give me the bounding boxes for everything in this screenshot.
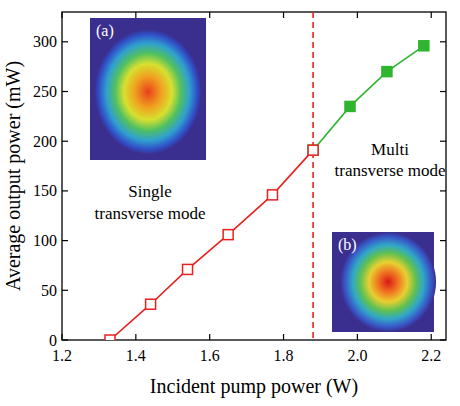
data-point	[183, 264, 193, 274]
data-point	[308, 145, 318, 155]
x-tick	[135, 334, 136, 340]
data-point	[146, 299, 156, 309]
y-tick-right	[440, 190, 446, 191]
region-caption: Single	[128, 182, 171, 201]
data-point	[345, 101, 355, 111]
inset-image	[332, 232, 436, 332]
x-tick-label: 2.2	[421, 347, 441, 364]
y-tick-label: 150	[33, 182, 57, 199]
x-tick-label: 1.8	[274, 347, 294, 364]
x-tick-label: 2.0	[347, 347, 367, 364]
x-tick-top	[357, 12, 358, 18]
data-point	[419, 41, 429, 51]
y-tick-right	[440, 41, 446, 42]
y-tick-right	[440, 290, 446, 291]
x-tick-label: 1.6	[200, 347, 220, 364]
inset-background	[90, 18, 206, 160]
y-tick	[62, 290, 68, 291]
plot-area	[105, 12, 429, 340]
y-tick-right	[440, 240, 446, 241]
x-axis-title: Incident pump power (W)	[150, 375, 358, 398]
region-caption: Multi	[371, 140, 409, 159]
y-tick-label: 0	[49, 332, 57, 349]
y-tick	[62, 91, 68, 92]
divider-line	[312, 12, 314, 340]
series-line	[313, 46, 424, 150]
y-tick-label: 250	[33, 83, 57, 100]
data-point	[382, 67, 392, 77]
beam-profile	[95, 29, 202, 154]
inset-label: (a)	[96, 22, 114, 40]
y-tick-label: 100	[33, 232, 57, 249]
x-tick-label: 1.4	[126, 347, 146, 364]
x-tick-top	[283, 12, 284, 18]
region-caption: transverse mode	[335, 161, 446, 180]
series-line	[110, 150, 313, 340]
inset-image	[90, 18, 206, 160]
x-tick	[357, 334, 358, 340]
chart: (a) Single transverse mode (b) Multi transver…	[0, 0, 460, 406]
data-point	[105, 335, 115, 340]
y-tick	[62, 41, 68, 42]
x-tick-top	[135, 12, 136, 18]
inset-label: (b)	[338, 236, 357, 254]
y-axis-title: Average output power (mW)	[2, 61, 25, 291]
data-point	[308, 145, 318, 155]
y-tick-right	[440, 91, 446, 92]
y-tick	[62, 190, 68, 191]
x-tick-label: 1.2	[52, 347, 72, 364]
y-tick-label: 200	[33, 133, 57, 150]
x-tick-top	[209, 12, 210, 18]
y-tick-label: 300	[33, 33, 57, 50]
x-tick	[283, 334, 284, 340]
plot-frame	[62, 12, 446, 340]
y-tick	[62, 240, 68, 241]
region-caption: transverse mode	[95, 204, 206, 223]
data-point	[223, 230, 233, 240]
x-tick	[209, 334, 210, 340]
x-tick-top	[431, 12, 432, 18]
y-tick-label: 50	[41, 282, 57, 299]
x-tick	[431, 334, 432, 340]
y-tick-right	[440, 141, 446, 142]
y-tick	[62, 141, 68, 142]
data-point	[267, 190, 277, 200]
